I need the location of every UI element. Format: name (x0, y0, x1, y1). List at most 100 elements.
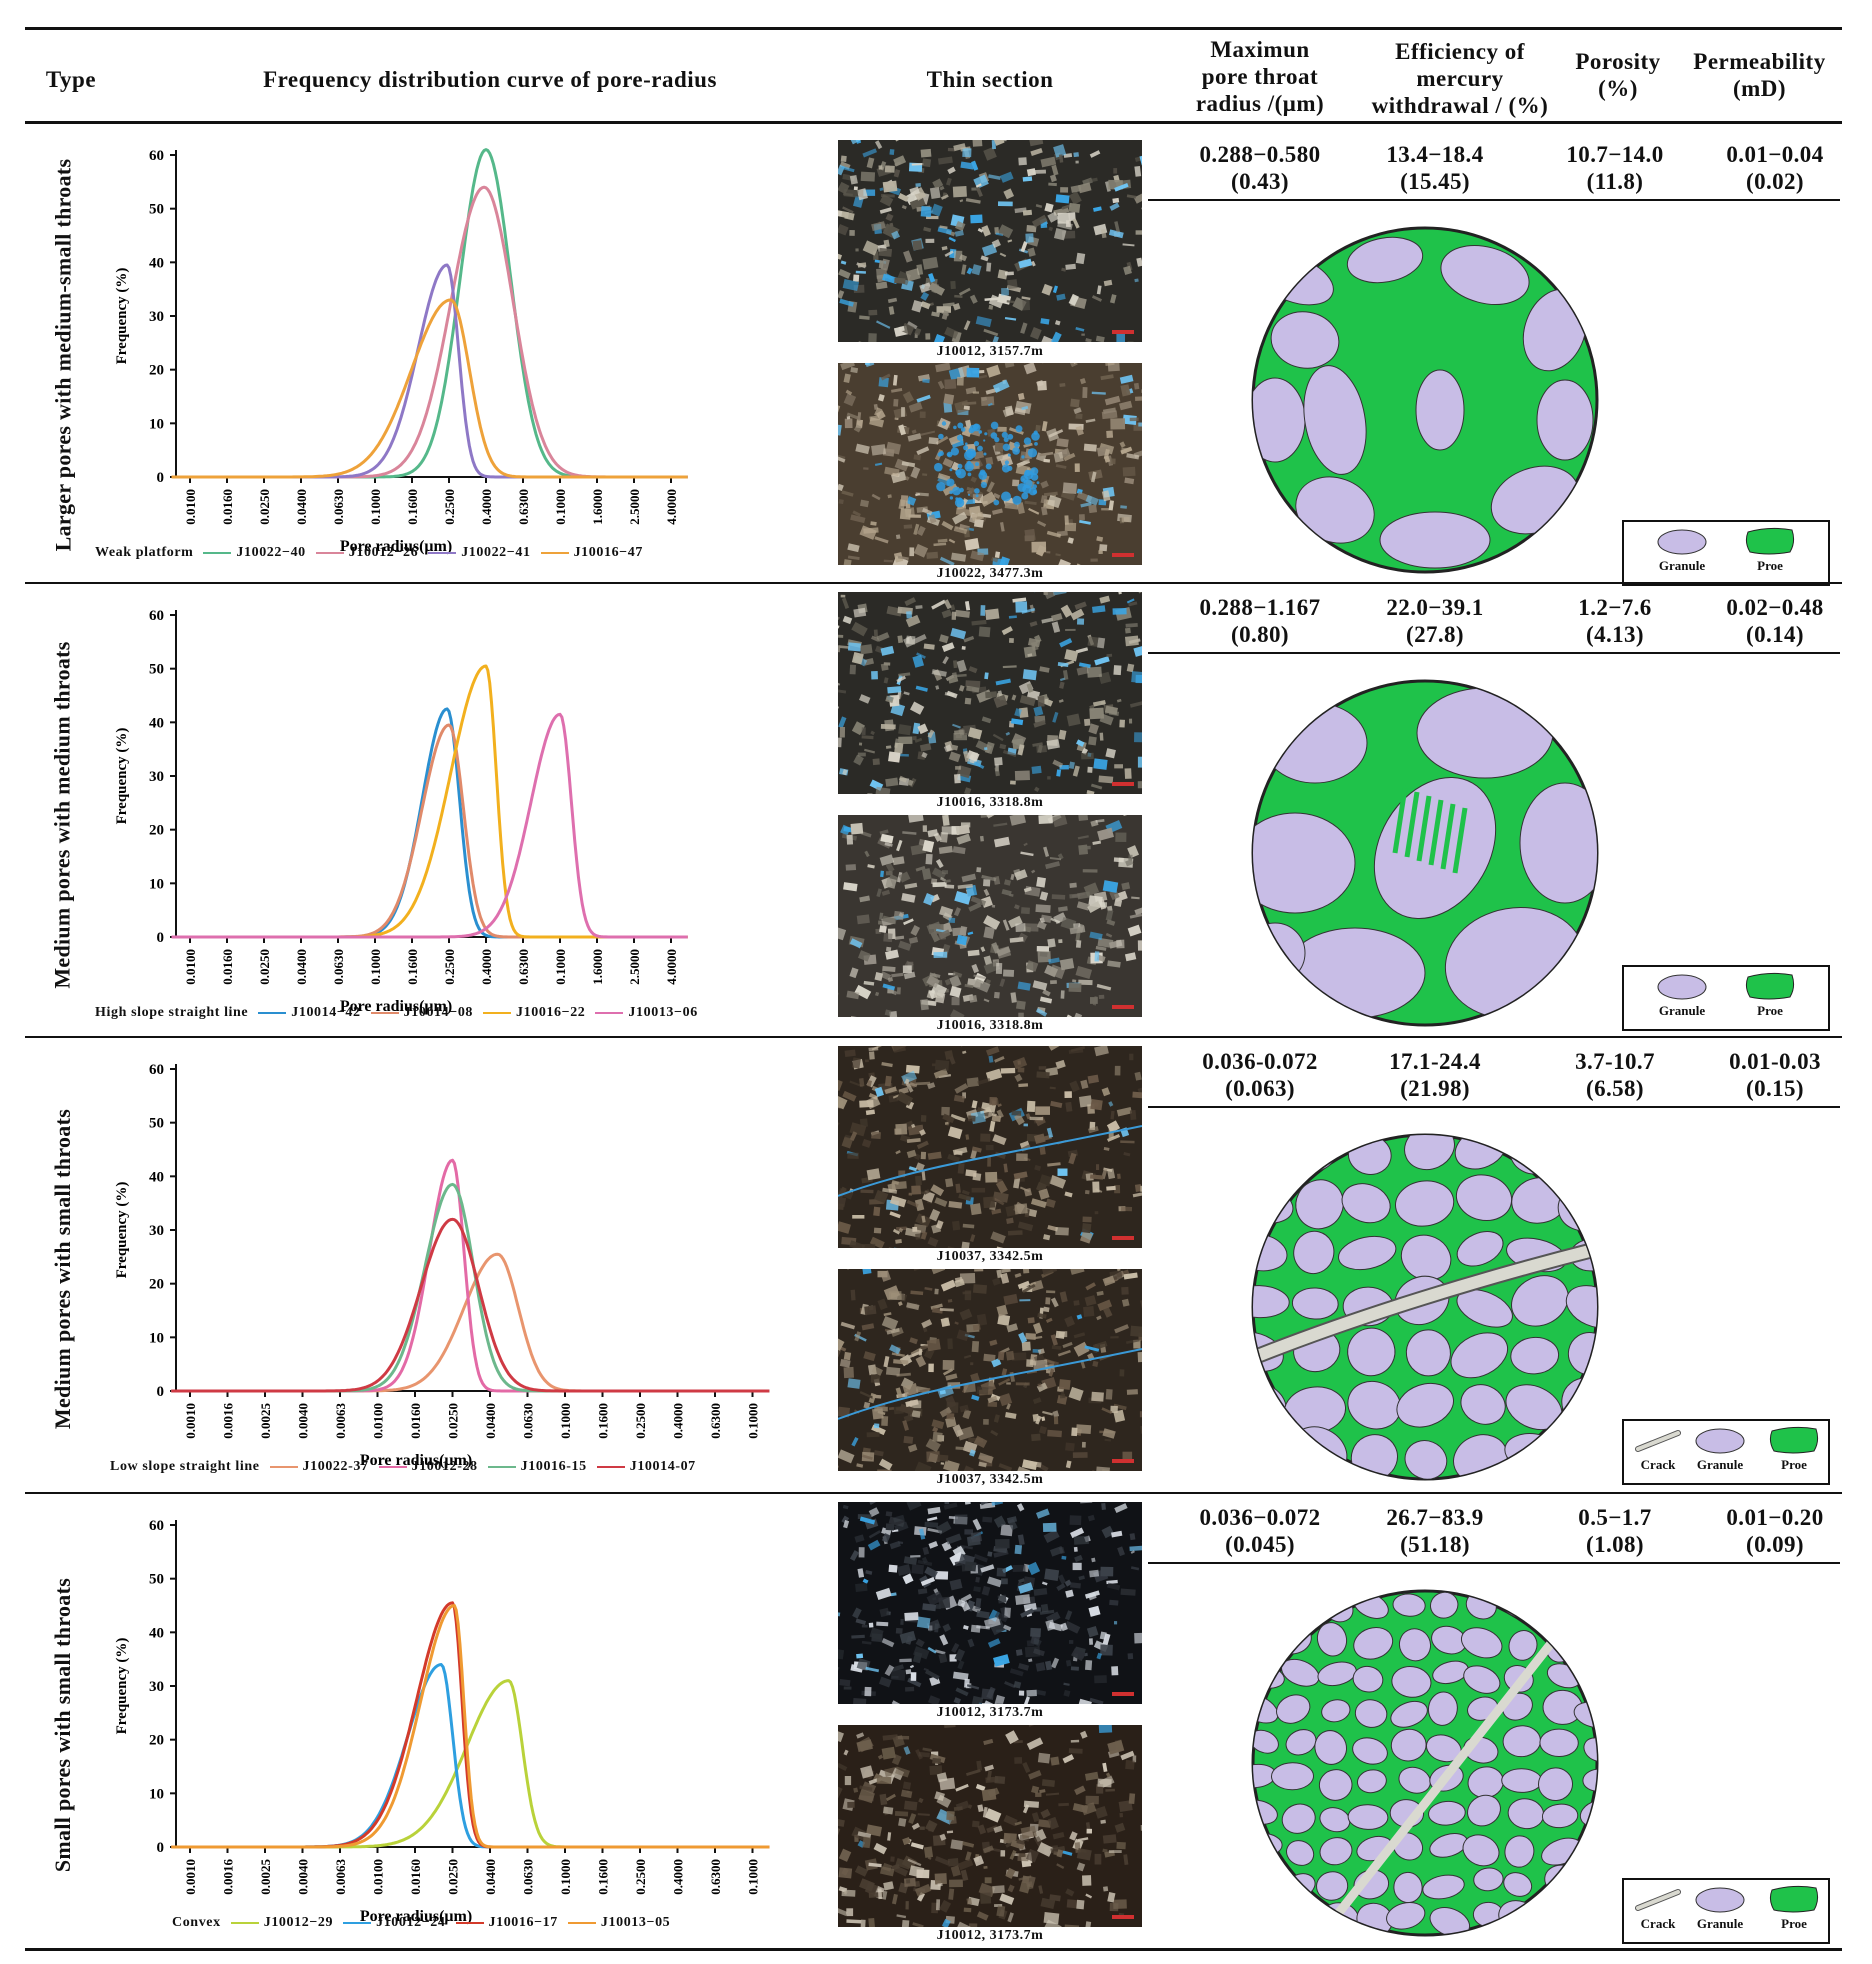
granule (1314, 1730, 1348, 1765)
granule (1346, 236, 1424, 284)
header-permeability: Permeability (mD) (1672, 48, 1847, 102)
chart-legend: High slope straight line J10014−42 J10014… (95, 1001, 698, 1025)
granule (1538, 1767, 1573, 1802)
crack-swatch (1635, 1430, 1681, 1452)
max-radius-range: 0.288−0.580 (1199, 142, 1321, 167)
scale-bar (1112, 1915, 1134, 1919)
granule (1536, 379, 1594, 461)
x-tick-label: 0.0025 (258, 1403, 273, 1439)
granule (1455, 1174, 1513, 1221)
legend-label: J10022-37 (302, 1459, 369, 1474)
granule (1463, 1665, 1501, 1694)
header-efficiency: Efficiency of mercury withdrawal / (%) (1350, 38, 1570, 119)
legend-prefix: Low slope straight line (110, 1459, 260, 1474)
granule (1293, 1230, 1335, 1275)
y-tick-label: 10 (149, 1786, 164, 1802)
x-tick-label: 0.0100 (183, 949, 198, 985)
granule (1390, 1700, 1428, 1728)
pore-swatch (1769, 1426, 1819, 1454)
dissolution-slot (1392, 787, 1408, 854)
efficiency-range: 17.1-24.4 (1389, 1049, 1481, 1074)
porosity-mean: (4.13) (1586, 622, 1644, 647)
scale-bar (1112, 782, 1134, 786)
schematic-legend-item: Granule (1690, 1423, 1750, 1473)
legend-label: J10014-07 (629, 1459, 696, 1474)
header-porosity-line1: Porosity (1575, 49, 1661, 74)
max-radius-value: 0.288−1.167 (0.80) (1170, 594, 1350, 648)
row-type-label: Small pores with small throats (50, 1577, 75, 1873)
schematic-legend-item: Granule (1652, 969, 1712, 1019)
granule (1572, 1135, 1597, 1169)
header-rule (25, 121, 1842, 124)
y-tick-label: 60 (149, 1062, 164, 1078)
granule (1543, 1591, 1585, 1620)
chart-legend: Convex J10012−29 J10012−24 J10016−17 J10013… (172, 1911, 670, 1935)
legend-label: J10016−47 (573, 545, 643, 560)
legend-item: J10014−08 (370, 1005, 473, 1021)
granule (1356, 1769, 1387, 1794)
x-tick-label: 0.1000 (746, 1859, 761, 1895)
y-tick-label: 50 (149, 1116, 164, 1132)
legend-swatch (230, 1922, 259, 1924)
legend-item: J10016-15 (487, 1459, 587, 1475)
granule (1253, 1832, 1283, 1858)
header-porosity-line2: (%) (1598, 76, 1638, 101)
legend-swatch (428, 552, 457, 554)
top-rule (25, 27, 1842, 30)
max-radius-value: 0.036−0.072 (0.045) (1170, 1504, 1350, 1558)
pore-radius-chart: 0 10 20 30 40 50 60 Frequency (%) 0.0100 0.0160 0.… (114, 608, 688, 1015)
legend-item: J10012−29 (230, 1915, 334, 1931)
chart-legend: Low slope straight line J10022-37 J10012-… (110, 1455, 696, 1479)
series-line (171, 1217, 770, 1393)
granule-swatch (1657, 529, 1707, 555)
legend-label: J10012−29 (263, 1915, 334, 1930)
value-rule (1148, 199, 1840, 201)
x-tick-label: 0.0400 (483, 1403, 498, 1439)
x-tick-label: 0.1000 (553, 489, 568, 525)
granule (1338, 1235, 1397, 1271)
thin-section-image (838, 140, 1142, 342)
scale-bar (1112, 1459, 1134, 1463)
micrograph (838, 1725, 1142, 1927)
legend-label: J10022−41 (461, 545, 531, 560)
schematic-legend-label: Granule (1658, 558, 1706, 573)
series-line (171, 1182, 770, 1393)
efficiency-mean: (51.18) (1400, 1532, 1470, 1557)
granule (1460, 1384, 1506, 1425)
granule (1557, 1427, 1597, 1477)
porosity-range: 3.7-10.7 (1575, 1049, 1655, 1074)
y-tick-label: 50 (149, 662, 164, 678)
x-tick-label: 0.4000 (479, 949, 494, 985)
scale-bar (1112, 330, 1134, 334)
granule (1317, 1661, 1357, 1687)
y-tick-label: 10 (149, 876, 164, 892)
legend-swatch (567, 1922, 596, 1924)
permeability-mean: (0.14) (1746, 622, 1804, 647)
x-tick-label: 0.0160 (408, 1403, 423, 1439)
x-tick-label: 0.0630 (331, 489, 346, 525)
permeability-value: 0.01−0.20 (0.09) (1705, 1504, 1845, 1558)
x-tick-label: 0.0100 (371, 1403, 386, 1439)
legend-item: J10016−22 (483, 1005, 585, 1021)
granule (1395, 1180, 1455, 1227)
granule (1290, 1136, 1336, 1172)
row-type-label: Medium pores with medium throats (50, 641, 76, 989)
y-tick-label: 40 (149, 715, 164, 731)
y-tick-label: 20 (149, 1277, 164, 1293)
y-tick-label: 20 (149, 1733, 164, 1749)
efficiency-mean: (27.8) (1406, 622, 1464, 647)
schematic-legend-label: Crack (1640, 1457, 1676, 1472)
granule (1501, 1768, 1543, 1793)
granule (1347, 1804, 1389, 1830)
pore-swatch (1769, 1885, 1819, 1913)
y-axis-label: Frequency (%) (114, 1182, 130, 1279)
x-axis-label: Pore radius(μm) (360, 1908, 472, 1925)
granule (1352, 1737, 1388, 1765)
x-tick-label: 0.0063 (333, 1403, 348, 1439)
legend-item: J10022−40 (203, 545, 305, 561)
x-tick-label: 0.4000 (671, 1859, 686, 1895)
legend-item: J10012−26 (315, 545, 419, 561)
schematic-legend-label: Proe (1757, 1003, 1783, 1018)
legend-swatch (378, 1466, 407, 1468)
legend-label: J10012−26 (348, 545, 419, 560)
